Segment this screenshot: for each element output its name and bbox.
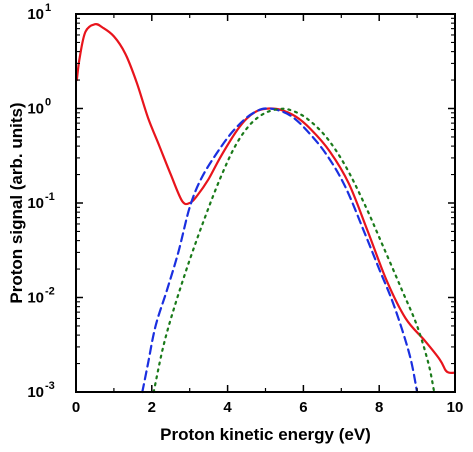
x-tick-label: 6 <box>299 399 307 416</box>
y-tick-exponent: 1 <box>45 2 51 14</box>
y-tick-label: 10 <box>27 195 44 212</box>
y-tick-exponent: -2 <box>45 286 55 298</box>
y-tick-exponent: 0 <box>45 97 51 109</box>
series-dashed-line <box>141 107 419 394</box>
series-solid-line <box>75 22 457 374</box>
y-tick-exponent: -3 <box>45 380 55 392</box>
x-axis-label: Proton kinetic energy (eV) <box>160 425 371 444</box>
x-tick-label: 0 <box>72 399 80 416</box>
x-tick-label: 4 <box>223 399 232 416</box>
plot-frame <box>75 13 456 393</box>
series-layer <box>75 22 457 394</box>
y-tick-label: 10 <box>27 384 44 401</box>
x-tick-label: 10 <box>447 399 464 416</box>
series-dotted-line <box>152 107 436 394</box>
x-tick-label: 8 <box>375 399 383 416</box>
y-tick-label: 10 <box>27 290 44 307</box>
y-tick-exponent: -1 <box>45 191 55 203</box>
y-axis-label: Proton signal (arb. units) <box>7 102 26 303</box>
y-tick-label: 10 <box>27 6 44 23</box>
y-tick-label: 10 <box>27 101 44 118</box>
x-tick-label: 2 <box>148 399 156 416</box>
